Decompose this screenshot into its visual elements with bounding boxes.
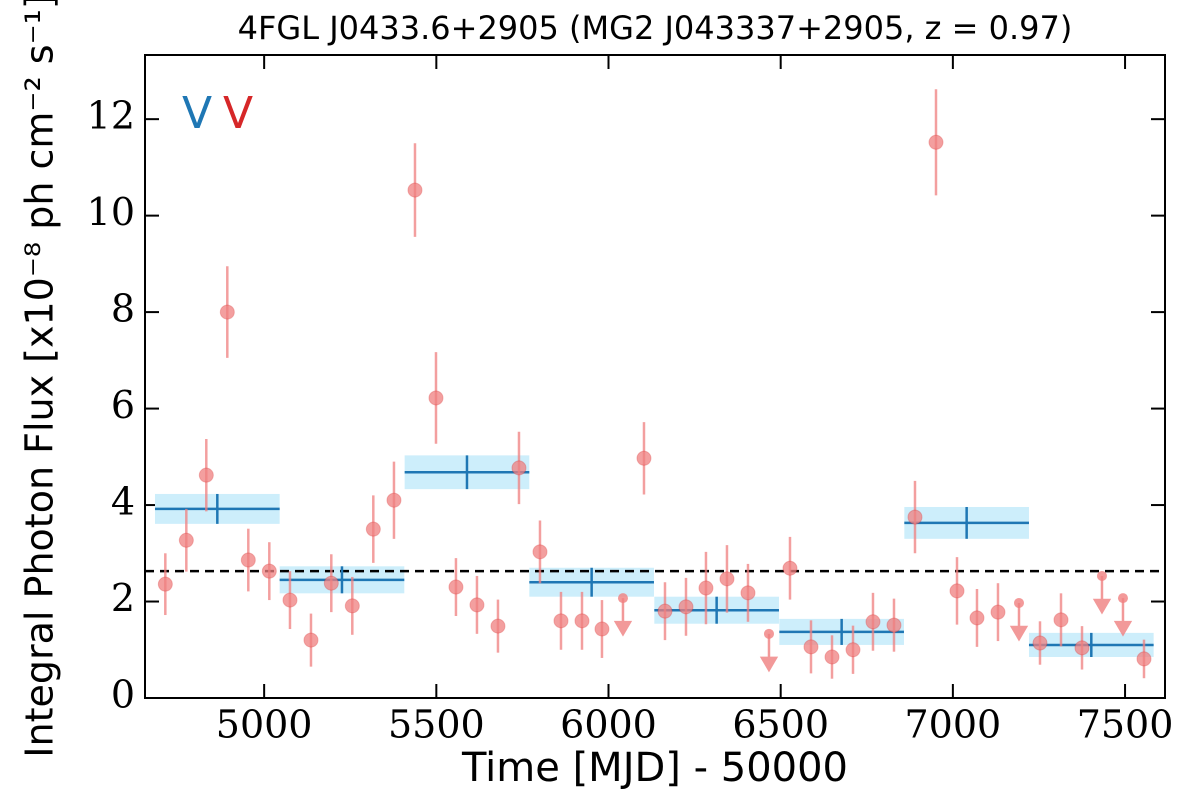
data-point: [490, 618, 506, 634]
data-point: [574, 613, 590, 629]
data-point: [594, 621, 610, 637]
data-point: [782, 560, 798, 576]
data-point: [178, 532, 194, 548]
y-tick-label: 8: [111, 287, 135, 331]
y-tick-label: 6: [111, 383, 135, 427]
data-point: [740, 585, 756, 601]
y-tick-label: 12: [87, 94, 135, 138]
upper-limit-arrow: [613, 598, 633, 637]
upper-limit-arrow: [759, 633, 779, 673]
x-tick-label: 6000: [560, 703, 657, 747]
data-point: [1136, 651, 1152, 667]
upper-limit-point: [1117, 593, 1128, 604]
x-tick-label: 5000: [216, 703, 313, 747]
data-point: [365, 521, 381, 537]
data-point: [282, 592, 298, 608]
y-tick-label: 2: [111, 576, 135, 620]
x-tick-label: 6500: [732, 703, 829, 747]
plot-frame: [144, 54, 1166, 699]
data-point: [1053, 612, 1069, 628]
data-point: [657, 603, 673, 619]
x-axis-label: Time [MJD] - 50000: [461, 745, 848, 791]
x-tick-label: 7000: [905, 703, 1002, 747]
data-point: [323, 575, 339, 591]
data-point: [928, 134, 944, 150]
data-point: [845, 642, 861, 658]
data-point: [407, 182, 423, 198]
data-point: [990, 604, 1006, 620]
upper-limit-arrow: [1113, 598, 1133, 637]
data-point: [719, 571, 735, 587]
data-point: [553, 613, 569, 629]
data-point: [636, 450, 652, 466]
data-point: [511, 460, 527, 476]
x-tick-label: 5500: [388, 703, 485, 747]
data-point: [969, 610, 985, 626]
data-point: [428, 390, 444, 406]
y-tick-label: 4: [111, 480, 135, 524]
data-point: [1074, 640, 1090, 656]
y-tick-label: 10: [87, 190, 135, 234]
data-point: [386, 492, 402, 508]
data-point: [198, 467, 214, 483]
upper-limit-point: [763, 628, 774, 639]
upper-limit-arrow: [1092, 575, 1112, 615]
data-point: [907, 509, 923, 525]
x-tick-label: 7500: [1077, 703, 1174, 747]
data-point: [532, 544, 548, 560]
chart-title: 4FGL J0433.6+2905 (MG2 J043337+2905, z =…: [238, 9, 1073, 47]
data-point: [949, 583, 965, 599]
data-point: [1032, 635, 1048, 651]
upper-limit-arrow: [1009, 602, 1029, 642]
data-point: [157, 576, 173, 592]
data-point: [303, 632, 319, 648]
data-point: [824, 649, 840, 665]
data-point: [698, 580, 714, 596]
data-point: [469, 597, 485, 613]
upper-limit-point: [1096, 570, 1107, 581]
data-point: [678, 599, 694, 615]
data-point: [448, 579, 464, 595]
y-axis-label: Integral Photon Flux [x10⁻⁸ ph cm⁻² s⁻¹]: [18, 0, 62, 758]
data-point: [219, 304, 235, 320]
legend-label: V: [182, 88, 212, 139]
data-point: [886, 617, 902, 633]
data-point: [344, 598, 360, 614]
y-tick-label: 0: [111, 673, 135, 717]
legend-label: V: [223, 88, 253, 139]
upper-limit-point: [617, 593, 628, 604]
data-point: [261, 563, 277, 579]
data-point: [240, 552, 256, 568]
upper-limit-point: [1013, 597, 1024, 608]
data-point: [865, 614, 881, 630]
data-point: [803, 639, 819, 655]
